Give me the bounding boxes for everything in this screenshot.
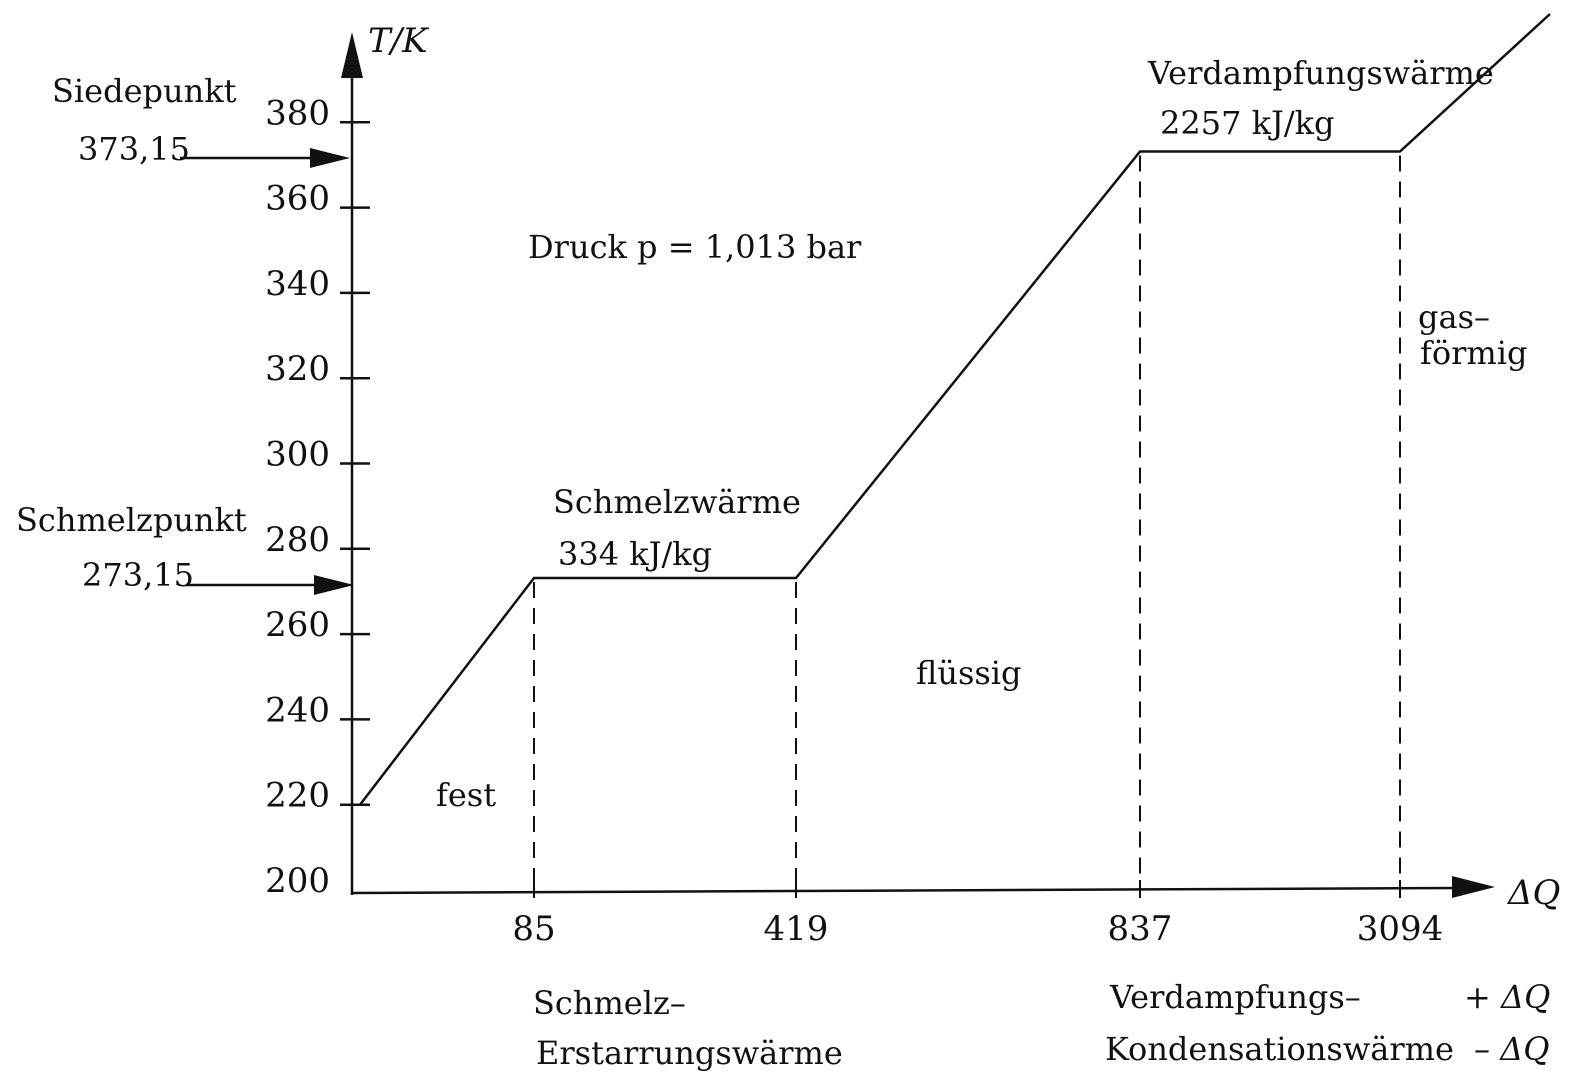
y-tick-label: 260	[265, 605, 330, 645]
gas-phase-label-line1: gas–	[1418, 298, 1490, 336]
liquid-phase-label: flüssig	[916, 654, 1022, 692]
y-tick-label: 220	[265, 776, 330, 816]
y-ticks: 200 220 240 260 280 300 320 340 360 380	[265, 93, 370, 901]
melting-point-arrow-icon	[314, 575, 354, 595]
vapor-bottom-line1: Verdampfungs–	[1109, 978, 1361, 1016]
series-layer	[344, 13, 1551, 806]
melting-point-value: 273,15	[82, 556, 194, 594]
gas-phase-label-line2: förmig	[1420, 334, 1527, 372]
x-ticks: 85 419 837 3094	[512, 880, 1443, 949]
x-tick-label: 837	[1108, 909, 1173, 949]
plus-dq-label: + ΔQ	[1464, 978, 1550, 1016]
y-tick-label: 380	[265, 93, 330, 133]
x-tick-label: 85	[512, 909, 555, 949]
boiling-point-arrow-icon	[310, 148, 350, 168]
fusion-heat-label: Schmelzwärme	[553, 483, 801, 521]
y-tick-label: 280	[265, 520, 330, 560]
y-tick-label: 200	[265, 861, 330, 901]
boiling-point-value: 373,15	[78, 130, 190, 168]
x-axis	[351, 886, 1461, 895]
vapor-bottom-line2: Kondensationswärme	[1105, 1030, 1454, 1068]
solid-phase-label: fest	[436, 776, 496, 814]
fusion-bottom-line1: Schmelz–	[533, 984, 686, 1022]
minus-dq-label: – ΔQ	[1474, 1030, 1550, 1068]
y-tick-label: 300	[265, 435, 330, 475]
x-tick-label: 419	[764, 909, 829, 949]
y-tick-label: 240	[265, 690, 330, 730]
y-axis-title: T/K	[368, 21, 430, 61]
x-axis-title: ΔQ	[1506, 873, 1560, 913]
fusion-bottom-line2: Erstarrungswärme	[536, 1034, 843, 1072]
y-tick-label: 320	[265, 349, 330, 389]
boiling-point-label: Siedepunkt	[52, 72, 237, 110]
y-axis-arrow-icon	[341, 32, 363, 78]
y-tick-label: 340	[265, 264, 330, 304]
dashed-guides	[533, 155, 1401, 892]
heating-curve-line	[359, 13, 1551, 806]
fusion-heat-value: 334 kJ/kg	[558, 535, 712, 573]
pressure-label: Druck p = 1,013 bar	[528, 228, 862, 266]
vaporization-heat-value: 2257 kJ/kg	[1160, 104, 1334, 142]
vaporization-heat-label: Verdampfungswärme	[1147, 54, 1494, 92]
x-axis-arrow-icon	[1452, 876, 1495, 898]
y-tick-label: 360	[265, 179, 330, 219]
melting-point-label: Schmelzpunkt	[16, 501, 247, 539]
x-tick-label: 3094	[1357, 909, 1444, 949]
